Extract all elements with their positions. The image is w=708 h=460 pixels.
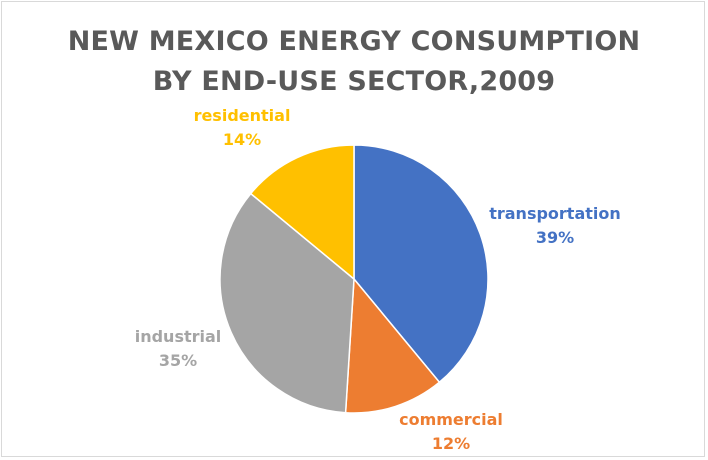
- pie-slice-transportation: [353, 144, 489, 384]
- data-label-transportation: transportation 39%: [475, 202, 635, 250]
- slice-percent-transportation: 39%: [535, 228, 575, 247]
- slice-name-industrial: industrial: [134, 327, 222, 346]
- chart-title: NEW MEXICO ENERGY CONSUMPTION BY END-USE…: [0, 22, 708, 102]
- data-label-industrial: industrial 35%: [118, 325, 238, 373]
- slice-percent-residential: 14%: [222, 130, 262, 149]
- slice-name-commercial: commercial: [399, 410, 503, 429]
- slice-percent-industrial: 35%: [158, 351, 198, 370]
- data-label-commercial: commercial 12%: [386, 408, 516, 456]
- slice-name-residential: residential: [193, 106, 291, 125]
- slice-percent-commercial: 12%: [431, 434, 471, 453]
- pie-slice-commercial: [344, 277, 441, 414]
- chart-title-line-1: NEW MEXICO ENERGY CONSUMPTION: [67, 26, 641, 57]
- chart-title-line-2: BY END-USE SECTOR,2009: [152, 66, 556, 97]
- pie-slice-residential: [249, 144, 355, 281]
- pie-slice-industrial: [219, 192, 355, 414]
- data-label-residential: residential 14%: [180, 104, 304, 152]
- slice-name-transportation: transportation: [489, 204, 621, 223]
